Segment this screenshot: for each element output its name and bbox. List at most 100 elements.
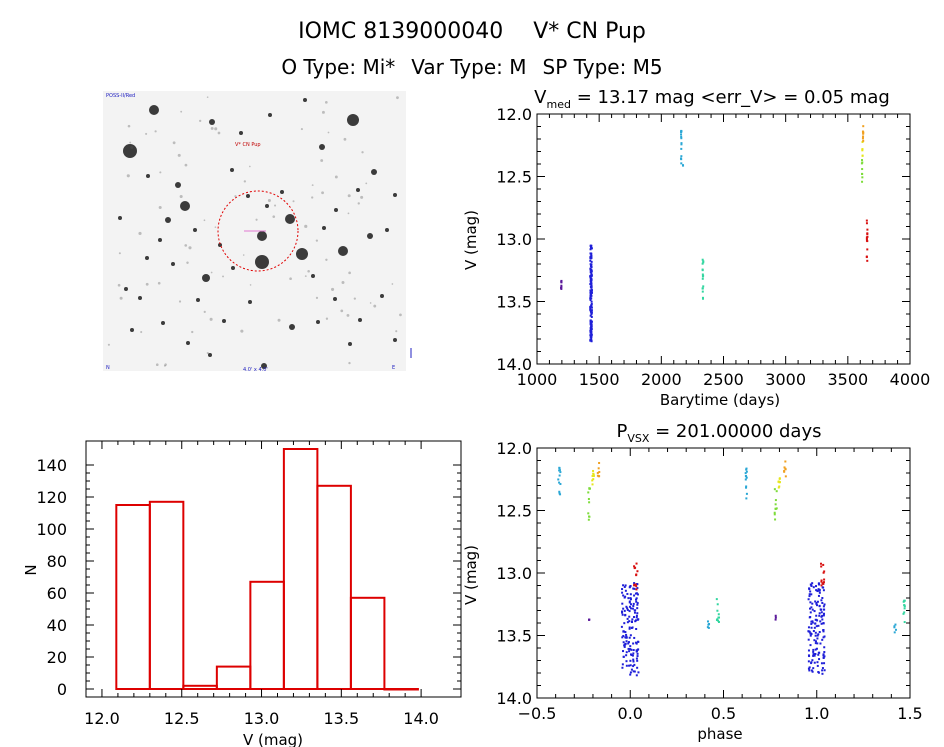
- data-point: [636, 602, 639, 605]
- star: [118, 216, 122, 220]
- data-point: [716, 609, 719, 612]
- data-point: [784, 468, 787, 471]
- data-point: [590, 260, 593, 263]
- data-point: [635, 628, 638, 631]
- y-tick-label: 12.5: [496, 502, 532, 521]
- data-point: [559, 483, 562, 486]
- data-point: [701, 262, 704, 265]
- data-cluster: [706, 620, 711, 629]
- faint-star: [140, 331, 143, 334]
- faint-star: [311, 196, 314, 199]
- data-point: [629, 648, 632, 651]
- faint-star: [274, 204, 277, 207]
- data-point: [634, 583, 637, 586]
- data-point: [783, 469, 786, 472]
- star: [367, 233, 373, 239]
- data-cluster: [557, 466, 562, 496]
- data-point: [590, 297, 593, 300]
- data-point: [903, 604, 906, 607]
- variable-type: Var Type: M: [411, 55, 526, 79]
- data-point: [627, 647, 630, 650]
- data-point: [701, 268, 704, 271]
- data-point: [808, 616, 811, 619]
- data-point: [630, 603, 633, 606]
- faint-star: [325, 317, 329, 320]
- data-point: [590, 306, 593, 309]
- faint-star: [300, 128, 303, 131]
- data-point: [558, 469, 561, 472]
- faint-star: [311, 184, 314, 187]
- data-point: [745, 470, 748, 473]
- data-point: [626, 607, 629, 610]
- data-cluster: [744, 467, 748, 500]
- data-point: [812, 650, 815, 653]
- data-cluster: [591, 469, 595, 486]
- histogram-bar: [115, 504, 151, 690]
- data-point: [590, 294, 593, 297]
- faint-star: [107, 343, 110, 346]
- faint-star: [369, 302, 372, 304]
- data-point: [811, 659, 814, 662]
- data-point: [591, 479, 594, 482]
- data-point: [821, 586, 824, 589]
- data-point: [823, 635, 826, 638]
- data-point: [861, 180, 864, 183]
- faint-star: [391, 283, 394, 285]
- data-point: [621, 636, 624, 639]
- data-point: [634, 641, 637, 644]
- image-label-north: N: [106, 365, 110, 371]
- data-point: [588, 618, 591, 621]
- data-point: [820, 608, 823, 611]
- data-point: [815, 614, 818, 617]
- data-point: [629, 664, 632, 667]
- data-point: [559, 471, 562, 474]
- data-point: [822, 608, 825, 611]
- star: [246, 194, 250, 198]
- star: [285, 214, 295, 224]
- star: [193, 228, 197, 232]
- data-point: [637, 618, 640, 621]
- faint-star: [209, 317, 213, 321]
- data-point: [816, 600, 819, 603]
- data-point: [778, 481, 781, 484]
- star: [316, 320, 320, 324]
- data-point: [625, 605, 628, 608]
- data-cluster: [596, 461, 601, 478]
- faint-star: [255, 218, 258, 221]
- star: [338, 246, 348, 256]
- x-tick-label: 3500: [827, 370, 868, 389]
- data-point: [820, 579, 823, 582]
- data-point: [635, 614, 638, 617]
- y-tick-label: 140: [36, 456, 67, 475]
- data-point: [628, 626, 631, 629]
- y-tick-label: 12.5: [496, 168, 532, 187]
- data-point: [624, 589, 627, 592]
- data-point: [636, 659, 639, 662]
- x-tick-label: 0.5: [711, 704, 736, 723]
- faint-star: [234, 195, 237, 198]
- data-point: [817, 651, 820, 654]
- data-point: [592, 478, 595, 481]
- data-point: [903, 621, 906, 624]
- data-point: [680, 142, 683, 145]
- star: [149, 105, 159, 115]
- data-point: [633, 567, 636, 570]
- data-point: [809, 632, 812, 635]
- data-point: [861, 159, 864, 162]
- data-point: [701, 258, 704, 261]
- data-point: [702, 261, 705, 264]
- data-point: [591, 474, 594, 477]
- data-point: [590, 335, 593, 338]
- faint-star: [330, 287, 335, 291]
- data-point: [866, 240, 869, 243]
- data-point: [821, 614, 824, 617]
- y-tick-label: 0: [57, 680, 67, 699]
- faint-star: [158, 205, 162, 209]
- faint-star: [321, 110, 325, 114]
- faint-star: [325, 101, 328, 104]
- data-point: [634, 609, 637, 612]
- data-point: [590, 324, 593, 327]
- histogram-axes: 12.0 12.5 13.0 13.5 14.0 0 20 40 60 80 100 120 140: [36, 441, 461, 728]
- data-point: [861, 141, 864, 144]
- data-cluster: [783, 460, 787, 478]
